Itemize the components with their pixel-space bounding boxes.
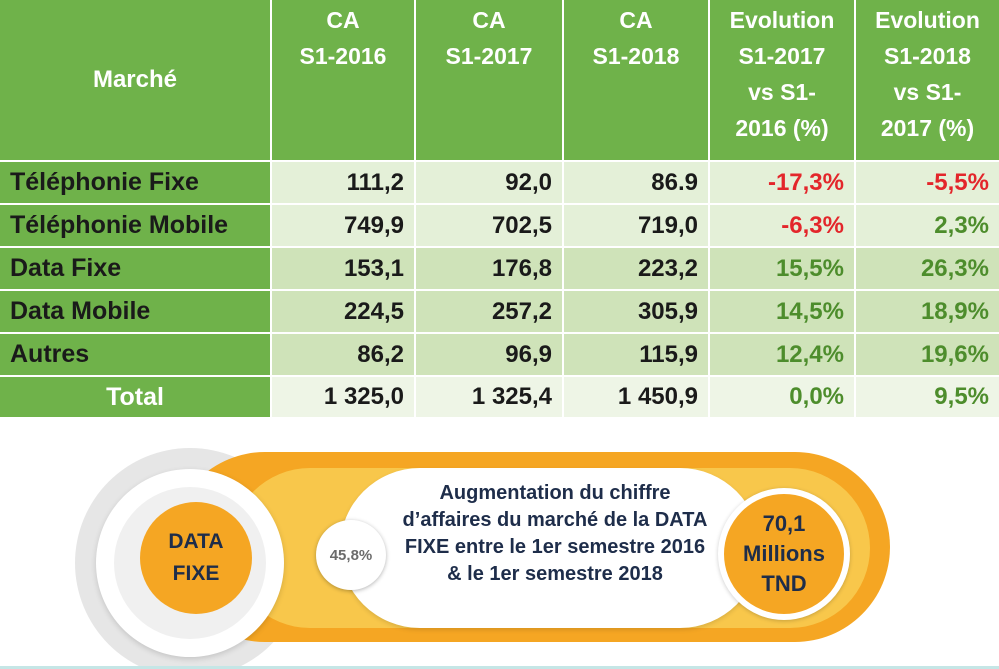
segment-line-2: FIXE bbox=[172, 562, 220, 585]
segment-line-1: DATA bbox=[168, 530, 224, 553]
cell-ca-2016: 153,1 bbox=[272, 248, 416, 291]
cell-ca-2016: 224,5 bbox=[272, 291, 416, 334]
row-label: Téléphonie Mobile bbox=[0, 205, 272, 248]
cell-evolution-2017: 14,5% bbox=[710, 291, 856, 334]
cell-evolution-2017: -17,3% bbox=[710, 162, 856, 205]
total-evolution-2017: 0,0% bbox=[710, 377, 856, 419]
growth-description: Augmentation du chiffre d’affaires du ma… bbox=[402, 482, 708, 585]
value-unit: Millions bbox=[743, 541, 825, 566]
segment-circle: DATA FIXE bbox=[140, 502, 252, 614]
header-marche: Marché bbox=[0, 0, 272, 162]
table-header-row: Marché CA S1-2016 CA S1-2017 CA S1-2018 … bbox=[0, 0, 999, 162]
table-row: Autres 86,2 96,9 115,9 12,4% 19,6% bbox=[0, 334, 999, 377]
cell-ca-2017: 702,5 bbox=[416, 205, 564, 248]
row-label: Data Fixe bbox=[0, 248, 272, 291]
cell-ca-2016: 111,2 bbox=[272, 162, 416, 205]
cell-evolution-2018: 19,6% bbox=[856, 334, 999, 377]
cell-evolution-2018: 18,9% bbox=[856, 291, 999, 334]
cell-ca-2018: 86.9 bbox=[564, 162, 710, 205]
cell-ca-2018: 115,9 bbox=[564, 334, 710, 377]
cell-evolution-2017: -6,3% bbox=[710, 205, 856, 248]
data-fixe-infographic: DATA FIXE 45,8% Augmentation du chiffre … bbox=[0, 420, 999, 669]
cell-evolution-2018: 2,3% bbox=[856, 205, 999, 248]
row-label: Autres bbox=[0, 334, 272, 377]
cell-ca-2018: 223,2 bbox=[564, 248, 710, 291]
percent-badge: 45,8% bbox=[316, 520, 386, 590]
cell-ca-2017: 92,0 bbox=[416, 162, 564, 205]
cell-ca-2018: 305,9 bbox=[564, 291, 710, 334]
header-ca-2016: CA S1-2016 bbox=[272, 0, 416, 162]
table-total-row: Total 1 325,0 1 325,4 1 450,9 0,0% 9,5% bbox=[0, 377, 999, 419]
market-revenue-table: Marché CA S1-2016 CA S1-2017 CA S1-2018 … bbox=[0, 0, 999, 419]
header-ca-2017: CA S1-2017 bbox=[416, 0, 564, 162]
cell-ca-2017: 96,9 bbox=[416, 334, 564, 377]
total-evolution-2018: 9,5% bbox=[856, 377, 999, 419]
header-evolution-2017: Evolution S1-2017 vs S1- 2016 (%) bbox=[710, 0, 856, 162]
header-ca-2018: CA S1-2018 bbox=[564, 0, 710, 162]
description-pill bbox=[340, 468, 760, 628]
value-currency: TND bbox=[761, 571, 807, 596]
header-evolution-2018: Evolution S1-2018 vs S1- 2017 (%) bbox=[856, 0, 999, 162]
value-amount: 70,1 bbox=[762, 511, 806, 536]
row-label: Téléphonie Fixe bbox=[0, 162, 272, 205]
cell-ca-2018: 719,0 bbox=[564, 205, 710, 248]
cell-evolution-2018: 26,3% bbox=[856, 248, 999, 291]
cell-ca-2017: 176,8 bbox=[416, 248, 564, 291]
cell-ca-2016: 86,2 bbox=[272, 334, 416, 377]
total-ca-2017: 1 325,4 bbox=[416, 377, 564, 419]
cell-evolution-2018: -5,5% bbox=[856, 162, 999, 205]
value-circle: 70,1 Millions TND bbox=[718, 488, 850, 620]
table-row: Téléphonie Fixe 111,2 92,0 86.9 -17,3% -… bbox=[0, 162, 999, 205]
table-row: Téléphonie Mobile 749,9 702,5 719,0 -6,3… bbox=[0, 205, 999, 248]
table-row: Data Fixe 153,1 176,8 223,2 15,5% 26,3% bbox=[0, 248, 999, 291]
total-label: Total bbox=[0, 377, 272, 419]
table-row: Data Mobile 224,5 257,2 305,9 14,5% 18,9… bbox=[0, 291, 999, 334]
total-ca-2016: 1 325,0 bbox=[272, 377, 416, 419]
cell-evolution-2017: 12,4% bbox=[710, 334, 856, 377]
cell-ca-2016: 749,9 bbox=[272, 205, 416, 248]
bottom-divider bbox=[0, 666, 999, 669]
row-label: Data Mobile bbox=[0, 291, 272, 334]
total-ca-2018: 1 450,9 bbox=[564, 377, 710, 419]
cell-ca-2017: 257,2 bbox=[416, 291, 564, 334]
cell-evolution-2017: 15,5% bbox=[710, 248, 856, 291]
